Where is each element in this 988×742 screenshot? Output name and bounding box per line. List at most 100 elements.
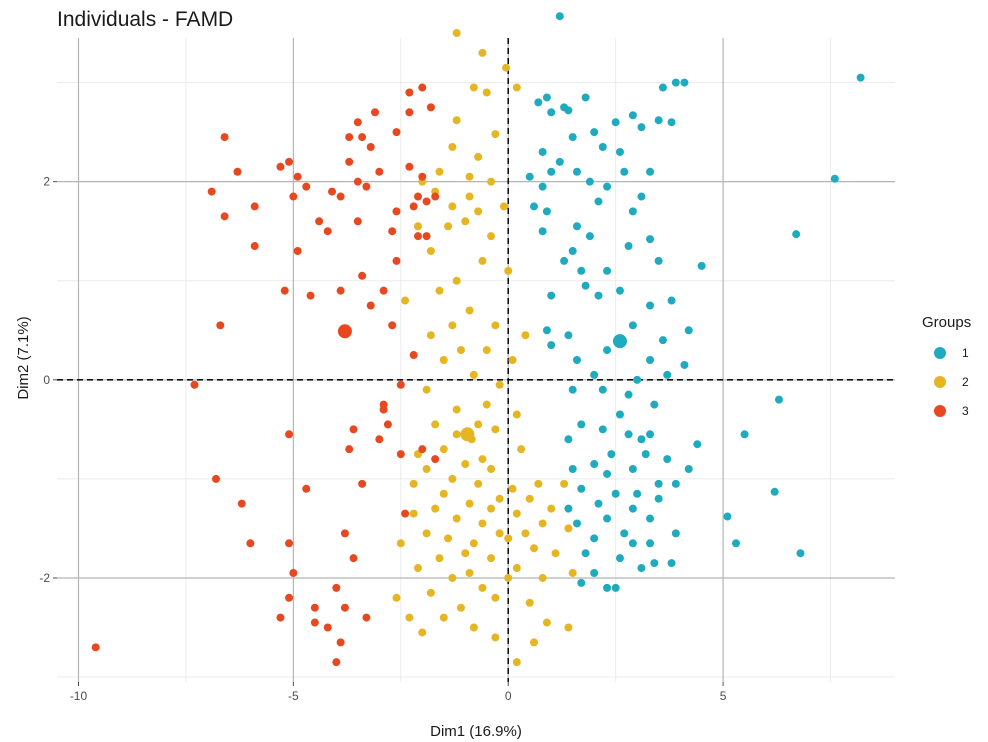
group-1-point bbox=[572, 167, 581, 176]
group-2-point bbox=[469, 83, 478, 92]
group-3-point bbox=[293, 172, 302, 181]
group-1-point bbox=[637, 435, 646, 444]
group-2-point bbox=[413, 222, 422, 231]
legend: Groups 1 2 3 bbox=[922, 314, 971, 418]
group-2-point bbox=[444, 534, 453, 543]
group-3-point bbox=[353, 118, 362, 127]
group-2-point bbox=[487, 554, 496, 563]
group-2-point bbox=[508, 356, 517, 364]
group-1-point bbox=[628, 111, 637, 120]
legend-label-group-1: 1 bbox=[962, 346, 969, 360]
group-1-point bbox=[564, 504, 573, 513]
group-3-point bbox=[366, 301, 375, 310]
group-1-point bbox=[538, 182, 547, 191]
group-3-point bbox=[285, 593, 294, 602]
group-3-point bbox=[362, 613, 371, 622]
group-1-point bbox=[547, 167, 556, 176]
group-2-point bbox=[461, 549, 470, 558]
group-1-point bbox=[530, 202, 539, 211]
group-2-point bbox=[521, 529, 530, 538]
group-3-point bbox=[345, 133, 354, 142]
group-1-point bbox=[590, 370, 599, 379]
group-2-point bbox=[439, 613, 448, 622]
group-2-point bbox=[534, 479, 543, 488]
group-3-point bbox=[336, 192, 345, 201]
group-1-point bbox=[585, 177, 594, 186]
group-2-point bbox=[431, 420, 440, 429]
group-2-point bbox=[560, 479, 569, 488]
y-tick-label: -2 bbox=[39, 571, 50, 585]
group-1-point bbox=[585, 232, 594, 241]
group-2-point bbox=[426, 247, 435, 256]
group-1-point bbox=[646, 301, 655, 310]
group-2-point bbox=[448, 202, 457, 211]
group-3-point bbox=[280, 286, 289, 295]
group-1-point bbox=[663, 455, 672, 464]
group-3-point bbox=[246, 539, 255, 548]
group-3-point bbox=[431, 192, 440, 201]
group-1-point bbox=[633, 489, 642, 498]
group-1-point bbox=[646, 356, 655, 364]
group-1-point bbox=[525, 172, 534, 181]
group-2-point bbox=[504, 266, 513, 275]
group-3-point bbox=[353, 217, 362, 226]
group-1-point bbox=[731, 539, 740, 548]
group-3-point bbox=[289, 569, 298, 578]
group-2-point bbox=[456, 603, 465, 612]
group-3-point bbox=[285, 430, 294, 439]
group-3-point bbox=[336, 638, 345, 647]
group-2-point bbox=[409, 479, 418, 488]
group-1-point bbox=[654, 479, 663, 488]
group-3-point bbox=[332, 583, 341, 592]
group-2-point bbox=[435, 554, 444, 563]
group-1-point bbox=[628, 464, 637, 473]
group-1-point bbox=[611, 118, 620, 127]
group-3-point bbox=[418, 83, 427, 92]
group-3-point bbox=[388, 321, 397, 330]
group-2-point bbox=[422, 529, 431, 538]
group-1-point bbox=[830, 174, 839, 183]
x-tick-label: -5 bbox=[288, 689, 299, 703]
group-3-point bbox=[328, 187, 337, 196]
legend-swatch-group-2 bbox=[934, 376, 946, 388]
group-1-point bbox=[603, 346, 612, 355]
group-1-point bbox=[615, 554, 624, 563]
group-3-point bbox=[379, 286, 388, 295]
group-1-point bbox=[740, 430, 749, 439]
group-1-point bbox=[684, 326, 693, 335]
group-1-point bbox=[611, 489, 620, 498]
group-1-point bbox=[671, 529, 680, 538]
group-2-point bbox=[512, 509, 521, 518]
group-3-point bbox=[336, 286, 345, 295]
group-1-point bbox=[568, 247, 577, 256]
group-2-point bbox=[530, 638, 539, 647]
group-3-point bbox=[409, 202, 418, 211]
group-2-point bbox=[512, 410, 521, 419]
group-3-point bbox=[358, 133, 367, 142]
group-2-point bbox=[487, 177, 496, 186]
group-1-point bbox=[598, 385, 607, 394]
group-2-point bbox=[465, 172, 474, 181]
group-2-point bbox=[487, 464, 496, 473]
group-1-point bbox=[624, 390, 633, 399]
group-1-point bbox=[624, 430, 633, 439]
group-2-point bbox=[452, 116, 461, 125]
group-2-point bbox=[478, 519, 487, 528]
group-2-point bbox=[491, 633, 500, 642]
group-2-point bbox=[452, 29, 461, 38]
group-1-point bbox=[646, 430, 655, 439]
group-3-point bbox=[392, 256, 401, 265]
group-3-point bbox=[375, 167, 384, 176]
y-axis-ticks: -2 0 2 bbox=[39, 175, 57, 585]
group-2-point bbox=[491, 593, 500, 602]
group-2-point bbox=[474, 152, 483, 161]
group-3-point bbox=[332, 658, 341, 667]
group-1-point bbox=[572, 519, 581, 528]
group-3-point bbox=[216, 321, 225, 330]
group-1-point bbox=[667, 296, 676, 305]
group-2-point bbox=[547, 504, 556, 513]
group-3-point bbox=[422, 232, 431, 241]
group-centroids bbox=[337, 324, 627, 442]
reference-lines bbox=[57, 38, 895, 682]
